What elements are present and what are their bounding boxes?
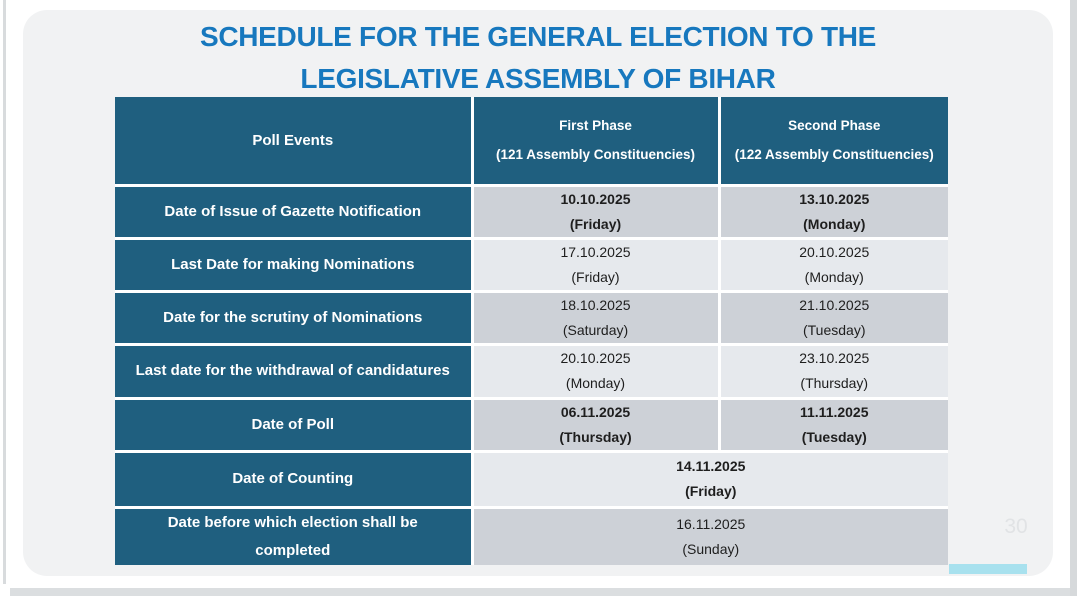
table-row-date-of-counting: Date of Counting 14.11.2025 (Friday)	[113, 449, 950, 509]
date-value: 13.10.2025	[799, 190, 870, 207]
combined-phase-cell: 16.11.2025 (Sunday)	[470, 505, 950, 566]
date-value: 23.10.2025	[799, 350, 870, 366]
second-phase-cell: 20.10.2025 (Monday)	[717, 236, 950, 293]
first-phase-cell: 20.10.2025 (Monday)	[470, 342, 721, 400]
day-value: (Monday)	[565, 375, 626, 391]
table-header-row: Poll Events First Phase (121 Assembly Co…	[113, 95, 950, 187]
day-value: (Friday)	[571, 268, 620, 285]
poll-event-cell: Date of Poll	[113, 396, 474, 453]
date-value: 21.10.2025	[799, 296, 870, 313]
poll-event-cell: Date of Counting	[113, 449, 474, 509]
first-phase-cell: 18.10.2025 (Saturday)	[470, 289, 721, 346]
day-value: (Saturday)	[562, 321, 629, 338]
table-row-scrutiny-of-nominations: Date for the scrutiny of Nominations 18.…	[113, 289, 950, 346]
date-value: 16.11.2025	[676, 515, 746, 532]
date-value: 17.10.2025	[560, 243, 631, 260]
first-phase-cell: 10.10.2025 (Friday)	[470, 183, 721, 240]
left-edge-line	[3, 0, 6, 584]
day-value: (Friday)	[685, 483, 737, 499]
title-line-2: LEGISLATIVE ASSEMBLY OF BIHAR	[300, 63, 776, 94]
day-value: (Thursday)	[800, 375, 869, 391]
page-number: 30	[1004, 515, 1028, 538]
day-value: (Tuesday)	[801, 428, 867, 445]
day-value: (Tuesday)	[802, 321, 866, 338]
slide: SCHEDULE FOR THE GENERAL ELECTION TO THE…	[23, 10, 1053, 576]
schedule-table: Poll Events First Phase (121 Assembly Co…	[113, 95, 950, 566]
poll-event-cell: Date for the scrutiny of Nominations	[113, 289, 474, 346]
schedule-table-wrapper: Poll Events First Phase (121 Assembly Co…	[113, 95, 950, 566]
date-value: 20.10.2025	[560, 350, 631, 366]
second-phase-cell: 23.10.2025 (Thursday)	[717, 342, 950, 400]
combined-phase-cell: 14.11.2025 (Friday)	[470, 449, 950, 509]
table-row-election-completed: Date before which election shall be comp…	[113, 505, 950, 566]
poll-event-cell: Date before which election shall be comp…	[113, 505, 474, 566]
poll-event-cell: Date of Issue of Gazette Notification	[113, 183, 474, 240]
day-value: (Monday)	[803, 215, 866, 232]
right-edge-strip	[1070, 0, 1077, 596]
table-row-gazette-notification: Date of Issue of Gazette Notification 10…	[113, 183, 950, 240]
table-row-date-of-poll: Date of Poll 06.11.2025 (Thursday) 11.11…	[113, 396, 950, 453]
date-value: 14.11.2025	[676, 458, 746, 474]
slide-title: SCHEDULE FOR THE GENERAL ELECTION TO THE…	[23, 16, 1053, 100]
bottom-edge-strip	[10, 588, 1070, 596]
cyan-accent-strip	[949, 564, 1027, 574]
second-phase-cell: 21.10.2025 (Tuesday)	[717, 289, 950, 346]
first-phase-cell: 17.10.2025 (Friday)	[470, 236, 721, 293]
table-row-withdrawal-of-candidatures: Last date for the withdrawal of candidat…	[113, 342, 950, 400]
date-value: 18.10.2025	[560, 296, 631, 313]
day-value: (Friday)	[569, 215, 622, 232]
poll-event-cell: Last Date for making Nominations	[113, 236, 474, 293]
title-line-1: SCHEDULE FOR THE GENERAL ELECTION TO THE	[199, 21, 877, 52]
day-value: (Monday)	[804, 268, 864, 285]
first-phase-cell: 06.11.2025 (Thursday)	[470, 396, 721, 453]
header-poll-events: Poll Events	[113, 95, 474, 187]
table-row-making-nominations: Last Date for making Nominations 17.10.2…	[113, 236, 950, 293]
day-value: (Thursday)	[559, 428, 632, 445]
second-phase-cell: 13.10.2025 (Monday)	[717, 183, 950, 240]
date-value: 20.10.2025	[799, 243, 870, 260]
header-first-phase: First Phase (121 Assembly Constituencies…	[470, 95, 721, 187]
date-value: 11.11.2025	[799, 403, 869, 420]
date-value: 06.11.2025	[560, 403, 631, 420]
poll-event-cell: Last date for the withdrawal of candidat…	[113, 342, 474, 400]
first-phase-title: First Phase	[559, 118, 632, 134]
second-phase-cell: 11.11.2025 (Tuesday)	[717, 396, 950, 453]
date-value: 10.10.2025	[560, 190, 631, 207]
second-phase-subtitle: (122 Assembly Constituencies)	[734, 147, 934, 163]
header-second-phase: Second Phase (122 Assembly Constituencie…	[717, 95, 950, 187]
first-phase-subtitle: (121 Assembly Constituencies)	[495, 147, 696, 163]
day-value: (Sunday)	[682, 540, 740, 557]
second-phase-title: Second Phase	[788, 118, 881, 134]
